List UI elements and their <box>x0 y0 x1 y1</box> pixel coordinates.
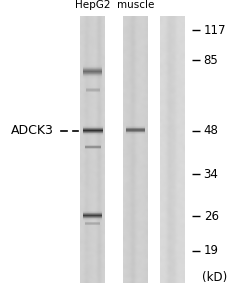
Text: ADCK3: ADCK3 <box>11 124 54 137</box>
Text: 34: 34 <box>203 167 218 181</box>
Text: 117: 117 <box>203 23 225 37</box>
Text: 26: 26 <box>203 209 218 223</box>
Text: 48: 48 <box>203 124 218 137</box>
Text: 19: 19 <box>203 244 218 257</box>
Text: HepG2: HepG2 <box>74 1 110 10</box>
Text: (kD): (kD) <box>202 271 227 284</box>
Text: mouse
muscle: mouse muscle <box>116 0 153 11</box>
Text: 85: 85 <box>203 53 217 67</box>
